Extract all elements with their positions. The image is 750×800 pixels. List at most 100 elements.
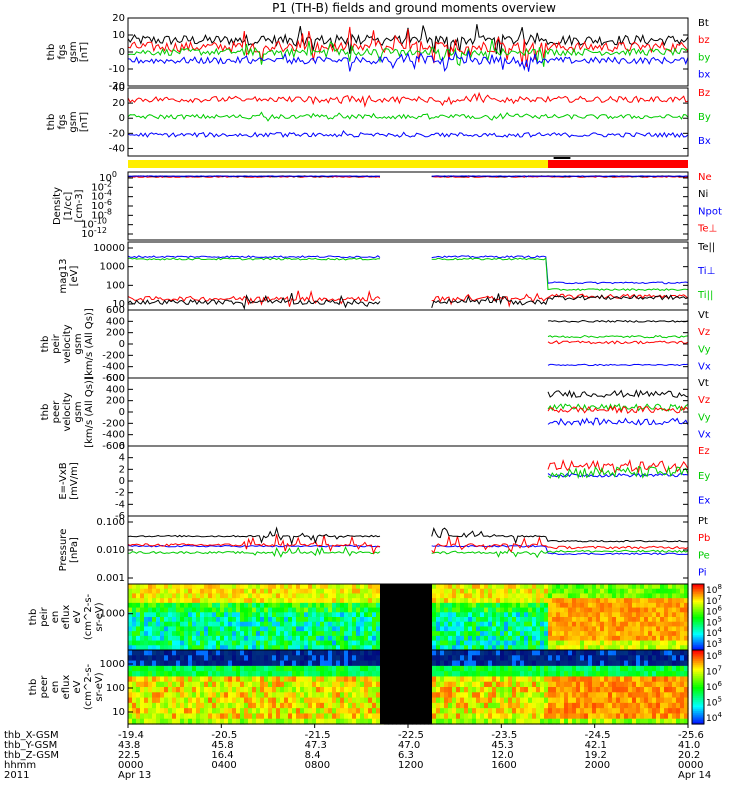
spec-cell [136, 676, 141, 683]
spec-cell [496, 593, 501, 599]
spec-cell [608, 598, 613, 604]
spec-cell [280, 681, 285, 688]
spec-cell [444, 702, 449, 709]
spec-cell [680, 635, 685, 642]
spec-cell [324, 593, 329, 599]
spec-cell [364, 598, 369, 604]
spec-cell [316, 602, 321, 609]
spec-cell [244, 631, 249, 637]
spec-cell [240, 598, 245, 604]
colorbar-cell [692, 621, 704, 625]
spec-cell [280, 687, 285, 693]
spec-cell [220, 692, 225, 699]
spec-cell [432, 602, 437, 609]
spec-cell [352, 665, 357, 672]
spec-cell [356, 617, 361, 623]
spec-cell [176, 645, 181, 651]
spec-cell [228, 702, 233, 709]
spec-cell [592, 692, 597, 699]
spec-cell [284, 660, 289, 667]
legend-label: Vy [698, 412, 711, 423]
spec-cell [640, 626, 645, 632]
spec-cell [212, 588, 217, 595]
spec-cell [196, 588, 201, 595]
spec-cell [240, 602, 245, 609]
spec-cell [176, 713, 181, 720]
spec-cell [596, 697, 601, 704]
spec-cell [292, 584, 297, 590]
spec-cell [432, 645, 437, 651]
spec-cell [308, 593, 313, 599]
spec-cell [248, 676, 253, 683]
spec-cell [332, 584, 337, 590]
spec-cell [172, 645, 177, 651]
spec-cell [216, 665, 221, 672]
spec-cell [448, 676, 453, 683]
spec-cell [204, 626, 209, 632]
spec-cell [456, 692, 461, 699]
spec-cell [172, 713, 177, 720]
spec-cell [236, 665, 241, 672]
spec-cell [324, 617, 329, 623]
spec-cell [356, 665, 361, 672]
spec-cell [348, 713, 353, 720]
spec-cell [456, 650, 461, 656]
x-axis-value: 19.2 [585, 750, 607, 761]
y-tick-label: -20 [109, 128, 125, 139]
spec-cell [144, 676, 149, 683]
y-axis-label: thb [28, 609, 39, 626]
spec-cell [256, 660, 261, 667]
spec-cell [480, 660, 485, 667]
spec-cell [340, 655, 345, 662]
spec-cell [320, 626, 325, 632]
spec-cell [344, 617, 349, 623]
spec-cell [624, 671, 629, 678]
spec-cell [176, 665, 181, 672]
spec-cell [208, 617, 213, 623]
spec-cell [592, 676, 597, 683]
spec-cell [608, 665, 613, 672]
spec-cell [456, 593, 461, 599]
spec-cell [460, 645, 465, 651]
spec-cell [636, 588, 641, 595]
spec-cell [556, 640, 561, 646]
spec-cell [604, 692, 609, 699]
spec-cell [208, 718, 213, 725]
spec-cell [432, 621, 437, 628]
spec-cell [144, 681, 149, 688]
spec-cell [268, 655, 273, 662]
spec-cell [360, 593, 365, 599]
spec-cell [576, 640, 581, 646]
spec-cell [592, 621, 597, 628]
spec-cell [496, 713, 501, 720]
spec-cell [220, 626, 225, 632]
spec-cell [236, 671, 241, 678]
spec-cell [156, 655, 161, 662]
y-tick-label: -2 [115, 488, 125, 499]
spec-cell [308, 708, 313, 715]
spec-cell [600, 718, 605, 725]
spec-cell [368, 702, 373, 709]
spec-cell [292, 626, 297, 632]
spec-cell [464, 645, 469, 651]
spec-cell [312, 645, 317, 651]
spec-cell [588, 626, 593, 632]
spec-cell [152, 617, 157, 623]
spec-cell [668, 598, 673, 604]
spec-cell [648, 660, 653, 667]
spec-cell [540, 635, 545, 642]
spec-cell [356, 671, 361, 678]
spec-cell [292, 708, 297, 715]
spec-cell [556, 635, 561, 642]
spec-cell [484, 612, 489, 618]
spec-cell [516, 626, 521, 632]
spec-cell [572, 602, 577, 609]
x-axis-value: 45.3 [491, 740, 513, 751]
spec-cell [584, 665, 589, 672]
spec-cell [660, 681, 665, 688]
spec-cell [564, 588, 569, 595]
panel-frame [127, 445, 689, 517]
spec-cell [576, 588, 581, 595]
spec-cell [516, 692, 521, 699]
